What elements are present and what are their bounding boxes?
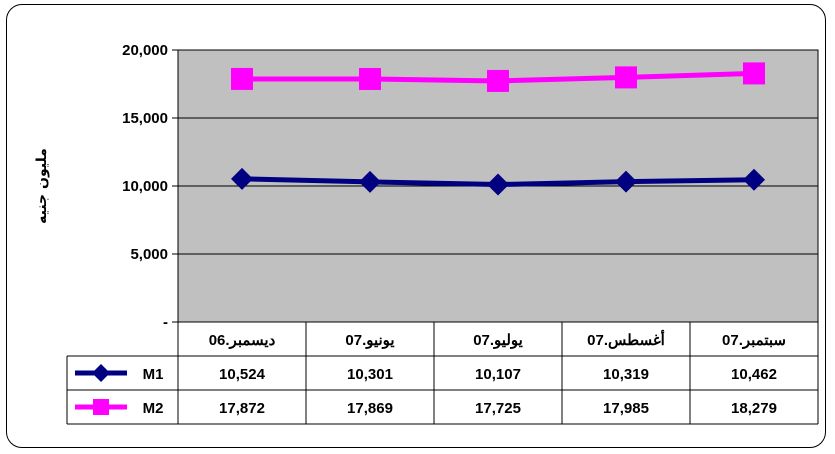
data-point [359, 170, 381, 193]
data-point [743, 62, 765, 85]
category-label: أغسطس.07 [587, 329, 665, 349]
data-point [487, 69, 509, 92]
data-label: 17,985 [603, 400, 649, 417]
data-label: 17,872 [219, 400, 265, 417]
data-label: 17,725 [475, 400, 521, 417]
data-label: 10,524 [219, 366, 266, 383]
legend-key-marker [92, 364, 110, 382]
y-tick-label: 15,000 [122, 110, 168, 127]
category-label: ديسمبر.06 [209, 332, 276, 349]
data-label: 18,279 [731, 400, 777, 417]
legend-key-marker [93, 399, 109, 415]
data-point [615, 66, 637, 89]
data-label: 10,462 [731, 366, 777, 383]
data-label: 17,869 [347, 400, 393, 417]
data-point [743, 168, 765, 191]
y-tick-label: 20,000 [122, 42, 168, 59]
data-point [231, 67, 253, 90]
category-label: يوليو.07 [473, 332, 523, 349]
data-label: 10,301 [347, 366, 393, 383]
y-axis-label: مليون جنيه [34, 148, 50, 224]
data-label: 10,107 [475, 366, 521, 383]
category-label: سبتمبر.07 [722, 332, 786, 349]
y-tick-label: - [163, 314, 168, 331]
data-point [231, 167, 253, 190]
category-label: يونيو.07 [345, 332, 394, 349]
y-tick-label: 10,000 [122, 178, 168, 195]
series-name: M1 [143, 366, 164, 383]
data-point [487, 173, 509, 196]
data-point [359, 67, 381, 90]
data-point [615, 170, 637, 193]
data-label: 10,319 [603, 366, 649, 383]
y-tick-label: 5,000 [130, 246, 168, 263]
series-name: M2 [143, 400, 164, 417]
